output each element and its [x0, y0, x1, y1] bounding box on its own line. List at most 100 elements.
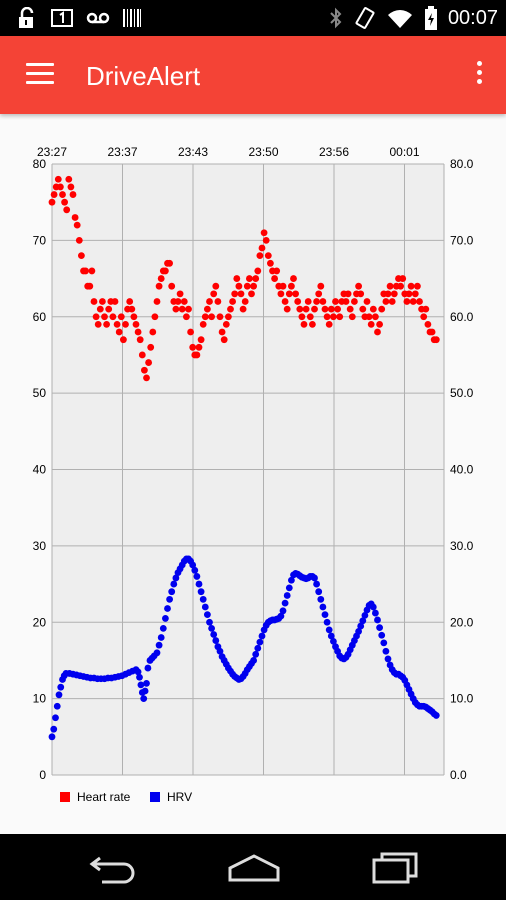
heart-rate-point: [69, 191, 77, 198]
heart-rate-point: [90, 298, 98, 305]
grid-lines: [51, 163, 445, 776]
heart-rate-point: [336, 313, 344, 321]
heart-rate-point: [162, 267, 169, 275]
heart-rate-point: [256, 252, 264, 260]
hrv-point: [325, 626, 333, 634]
more-vert-icon[interactable]: [474, 61, 484, 91]
heart-rate-point: [73, 221, 81, 229]
heart-rate-point: [374, 328, 381, 336]
heart-rate-point: [187, 328, 195, 336]
heart-rate-point: [365, 313, 373, 321]
heart-rate-point: [115, 328, 123, 336]
heart-rate-point: [48, 198, 56, 206]
heart-rate-point: [189, 343, 197, 351]
heart-rate-point: [277, 290, 285, 298]
heart-rate-point: [292, 290, 299, 298]
hrv-point: [384, 655, 392, 663]
x-tick-label: 23:43: [178, 145, 208, 159]
recents-icon[interactable]: [364, 848, 424, 888]
hrv-point: [168, 588, 176, 596]
heart-rate-point: [267, 259, 274, 267]
heart-rate-point: [323, 313, 331, 321]
heart-rate-hrv-chart: 23:27 23:37 23:43 23:50 23:56 00:01 0 10 20 30 40…: [33, 145, 474, 804]
hrv-point: [359, 617, 367, 625]
heart-rate-point: [321, 305, 329, 313]
hrv-point: [141, 687, 149, 695]
hrv-point: [52, 714, 59, 722]
heart-rate-point: [246, 275, 253, 282]
heart-rate-point: [141, 366, 148, 374]
heart-rate-point: [351, 298, 358, 305]
home-icon[interactable]: [224, 848, 284, 888]
heart-rate-point: [235, 282, 243, 290]
heart-rate-point: [378, 305, 386, 313]
heart-rate-point: [151, 313, 159, 321]
heart-rate-point: [199, 320, 207, 328]
heart-rate-point: [122, 320, 129, 328]
heart-rate-point: [273, 267, 281, 275]
heart-rate-point: [363, 298, 371, 305]
status-bar: 00:07: [0, 0, 506, 36]
heart-rate-point: [197, 336, 205, 344]
heart-rate-point: [138, 351, 146, 359]
heart-rate-point: [78, 252, 85, 260]
hrv-point: [193, 573, 201, 580]
hrv-point: [157, 634, 165, 641]
hrv-point: [164, 605, 171, 612]
heart-rate-point: [428, 328, 436, 336]
heart-rate-point: [302, 305, 310, 313]
hrv-point: [153, 649, 161, 657]
heart-rate-point: [113, 320, 121, 328]
heart-rate-point: [367, 320, 375, 328]
heart-rate-point: [111, 298, 119, 305]
hrv-point: [374, 616, 381, 624]
heart-rate-point: [174, 298, 182, 305]
y-left-tick-label: 30: [33, 539, 47, 553]
hrv-point: [380, 639, 388, 647]
legend-label-hrv: HRV: [167, 790, 192, 804]
notification-icons: [16, 7, 142, 29]
battery-charging-icon: [424, 6, 437, 30]
heart-rate-point: [103, 320, 110, 328]
heart-rate-point: [225, 313, 232, 321]
heart-rate-point: [185, 305, 192, 313]
heart-rate-point: [325, 320, 333, 328]
heart-rate-point: [222, 320, 230, 328]
y-right-tick-label: 40.0: [450, 463, 474, 477]
hrv-point: [288, 576, 295, 584]
y-right-tick-label: 30.0: [450, 539, 474, 553]
hrv-point: [311, 574, 318, 582]
heart-rate-point: [96, 305, 104, 313]
y-left-tick-label: 0: [39, 768, 46, 782]
hrv-point: [378, 631, 386, 639]
heart-rate-point: [218, 328, 226, 336]
hrv-point: [376, 624, 383, 631]
heart-rate-point: [359, 305, 367, 313]
back-icon[interactable]: [84, 848, 144, 888]
heart-rate-point: [382, 298, 390, 305]
hrv-point: [195, 580, 203, 588]
hrv-point: [140, 695, 148, 703]
heart-rate-point: [317, 282, 325, 290]
hrv-point: [250, 657, 257, 664]
heart-rate-point: [212, 282, 220, 290]
hrv-point: [319, 603, 327, 611]
heart-rate-point: [254, 267, 262, 275]
heart-rate-point: [204, 305, 211, 313]
y-right-tick-label: 70.0: [450, 233, 474, 247]
app-bar: DriveAlert: [0, 36, 506, 114]
heart-rate-point: [206, 298, 213, 305]
hamburger-menu-icon[interactable]: [26, 63, 54, 87]
hrv-point: [162, 615, 169, 622]
heart-rate-point: [86, 282, 94, 290]
heart-rate-point: [75, 236, 83, 244]
heart-rate-point: [384, 290, 392, 298]
series-heart-rate: [48, 175, 440, 382]
heart-rate-point: [330, 313, 337, 321]
heart-rate-point: [342, 298, 350, 305]
heart-rate-point: [237, 290, 245, 298]
hrv-point: [53, 702, 61, 710]
heart-rate-point: [386, 282, 394, 290]
heart-rate-point: [92, 313, 100, 321]
heart-rate-point: [67, 183, 75, 191]
